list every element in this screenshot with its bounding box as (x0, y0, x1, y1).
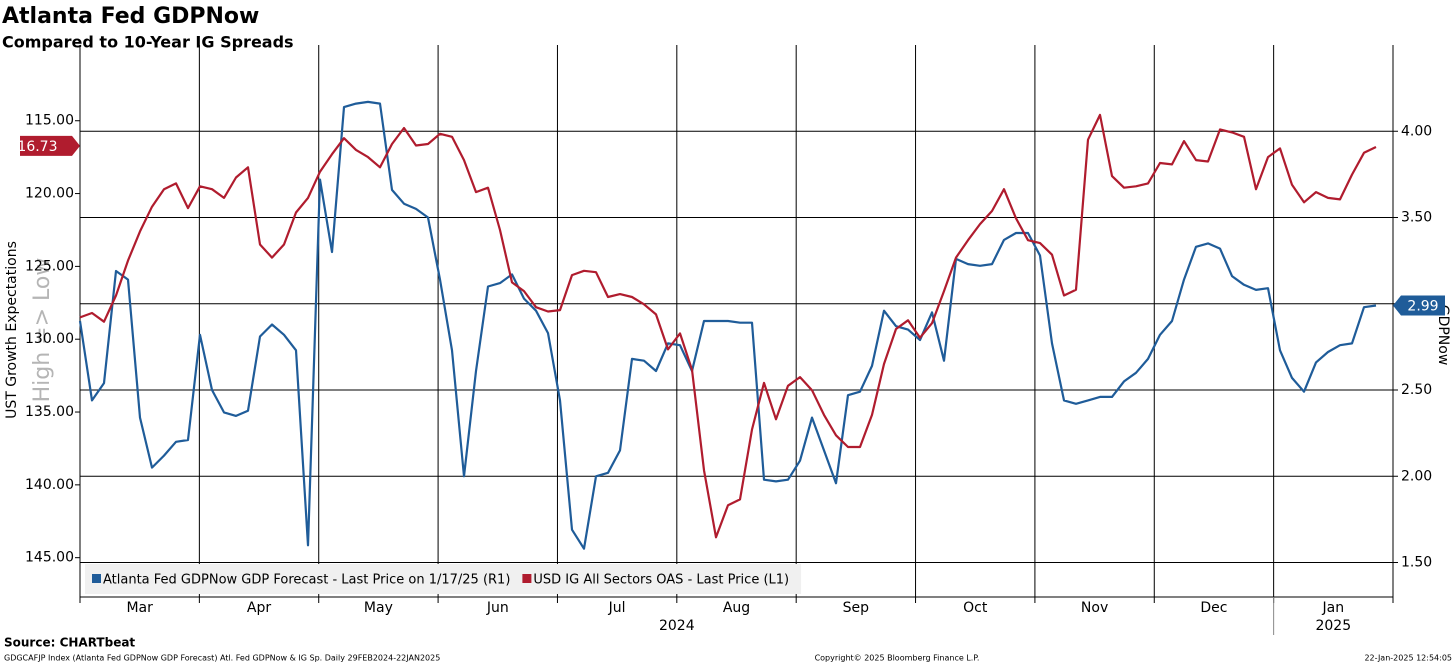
y-tick-label: 125.00 (25, 258, 74, 274)
x-tick-label: Apr (247, 600, 271, 616)
y-axis-label: UST Growth Expectations (4, 241, 20, 419)
y-tick-label: 135.00 (25, 404, 74, 420)
year-label: 2025 (1315, 618, 1351, 634)
last-value-label: 2.99 (1407, 298, 1438, 314)
chart-title: Atlanta Fed GDPNow (2, 4, 259, 29)
last-value-badge: 2.99 (1393, 295, 1445, 316)
y-tick-label: 115.00 (25, 113, 74, 129)
last-value-label: 116.73 (9, 139, 58, 155)
legend-label: Atlanta Fed GDPNow GDP Forecast - Last P… (103, 573, 510, 588)
footer-left: GDGCAFJP Index (Atlanta Fed GDPNow GDP F… (4, 654, 440, 663)
chart-subtitle: Compared to 10-Year IG Spreads (2, 33, 294, 52)
x-tick-label: Jun (486, 600, 509, 616)
y2-tick-label: 2.00 (1401, 468, 1432, 484)
y-tick-label: 140.00 (25, 477, 74, 493)
y-tick-label: 120.00 (25, 186, 74, 202)
y2-tick-label: 4.00 (1401, 123, 1432, 139)
y2-tick-label: 3.50 (1401, 210, 1432, 226)
x-tick-label: Jul (608, 600, 626, 616)
source: Source: CHARTbeat (4, 636, 135, 650)
x-tick-label: Sep (843, 600, 870, 616)
y2-tick-label: 2.50 (1401, 382, 1432, 398)
legend-swatch (522, 574, 532, 583)
y2-tick-label: 1.50 (1401, 555, 1432, 571)
series-line (79, 113, 1377, 539)
badge-shape (20, 135, 80, 156)
watermark: High => Low (30, 258, 55, 403)
last-value-badge: 116.73 (9, 135, 80, 156)
series-line (78, 100, 1377, 550)
x-tick-label: Dec (1200, 600, 1227, 616)
x-tick-label: Jan (1322, 600, 1345, 616)
badge-shape (1393, 295, 1445, 316)
x-tick-label: Oct (963, 600, 988, 616)
year-label: 2024 (659, 618, 695, 634)
footer-right: 22-Jan-2025 12:54:05 (1364, 654, 1452, 663)
x-tick-label: May (364, 600, 393, 616)
x-tick-label: Aug (723, 600, 750, 616)
x-tick-label: Nov (1081, 600, 1108, 616)
legend-label: USD IG All Sectors OAS - Last Price (L1) (533, 573, 789, 588)
y2-axis-label: GDPNow (1435, 305, 1451, 366)
y-tick-label: 145.00 (25, 550, 74, 566)
x-tick-label: Mar (126, 600, 153, 616)
footer-center: Copyright© 2025 Bloomberg Finance L.P. (815, 654, 980, 663)
legend-box (85, 564, 802, 594)
legend-swatch (92, 574, 101, 583)
y-tick-label: 130.00 (25, 331, 74, 347)
